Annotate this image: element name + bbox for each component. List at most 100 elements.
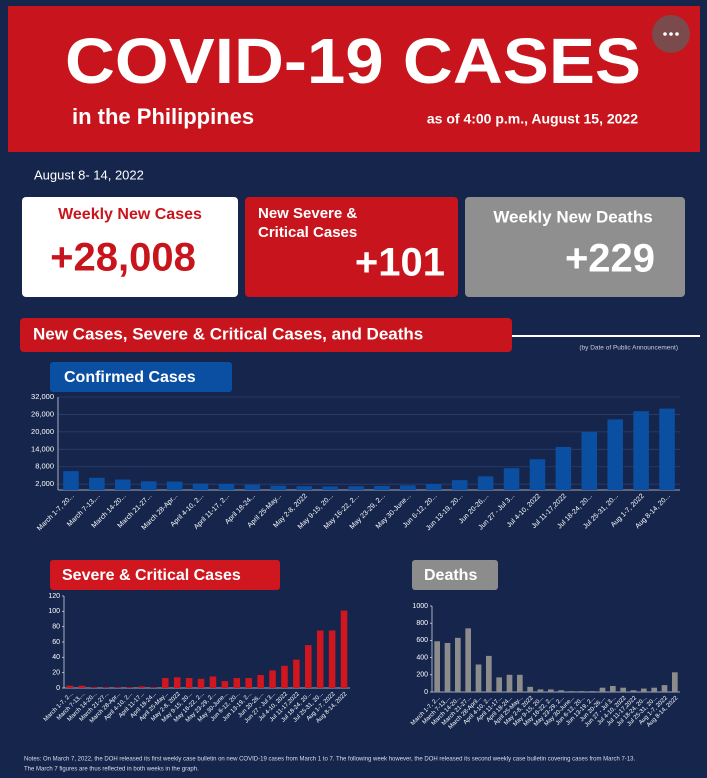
bar [609,685,616,692]
bar [451,480,468,490]
y-tick-label: 800 [416,620,428,627]
bar [640,688,647,692]
bar [244,484,261,490]
bar [270,485,287,490]
bar [197,678,205,688]
y-tick-label: 100 [48,608,60,615]
stat-label: New Severe & Critical Cases [258,205,358,241]
bar [599,687,606,692]
chart-title: Deaths [424,567,477,584]
bar [374,485,390,490]
bar [434,641,441,692]
bar [633,411,649,490]
bar [496,677,503,692]
bar [340,610,348,688]
menu-dot[interactable] [663,32,667,36]
bar [316,630,324,688]
bar [475,664,482,692]
bar [305,645,312,688]
bar [589,691,596,692]
bar [529,459,546,490]
stat-label-box: New Severe & Critical Cases [258,205,358,241]
y-tick-label: 600 [416,637,428,644]
bar [173,677,181,688]
y-tick-label: 400 [416,654,428,661]
y-tick-label: 40 [52,654,60,661]
menu-dot[interactable] [675,32,679,36]
bar [578,691,585,692]
bar [477,476,494,490]
bar [78,685,86,688]
chart-title-box [412,560,498,590]
stat-card [245,197,458,297]
bar [66,685,74,688]
bar [150,687,157,688]
bar [269,670,276,688]
y-tick-label: 200 [416,672,428,679]
bar [659,408,675,490]
bar [400,485,416,490]
bar [296,486,312,490]
stat-label: Weekly New Deaths [493,207,652,226]
y-tick-label: 120 [48,593,60,600]
menu-button[interactable] [652,15,690,53]
stat-value: +28,008 [50,236,196,280]
bar [607,419,623,490]
bar [671,672,678,692]
bar [661,685,668,692]
bar [651,687,658,692]
bar [115,479,131,490]
y-tick-label: 80 [52,624,60,631]
period: August 8- 14, 2022 [34,167,144,182]
header-banner [8,6,700,152]
chart-title: Severe & Critical Cases [62,567,241,584]
bar [281,665,288,688]
bar [506,674,513,692]
bar [218,483,235,490]
bar [221,681,229,688]
stat-label: Weekly New Cases [58,206,202,223]
y-tick-label: 20 [52,670,60,677]
bar [568,691,575,692]
bar [328,630,336,688]
bar [527,686,534,692]
chart-title-box [50,362,232,392]
bar [209,676,217,688]
bar [444,642,451,692]
bar [555,446,572,490]
chart-title-box [50,560,280,590]
section-title: New Cases, Severe & Critical Cases, and … [33,324,423,343]
bar [516,674,523,692]
bar [454,637,461,692]
stat-card [465,197,685,297]
bar [114,687,121,688]
bar [126,687,133,688]
bar [63,471,79,490]
bar [322,486,338,490]
bar [348,486,364,490]
bar [185,678,193,688]
bar [140,481,157,490]
y-tick-label: 0 [424,689,428,696]
bar [233,678,241,688]
bar [162,678,169,688]
section-note: (by Date of Public Announcement) [579,345,678,352]
bar [102,687,109,688]
y-tick-label: 8,000 [35,462,54,471]
menu-dot[interactable] [669,32,673,36]
bar [192,483,209,490]
bar [558,690,565,692]
bar [245,678,252,688]
bar [620,687,627,692]
y-tick-label: 2,000 [35,479,54,488]
y-tick-label: 0 [56,685,60,692]
chart-title: Confirmed Cases [64,369,196,386]
section-banner [20,318,512,352]
bar [90,687,98,688]
stat-value: +101 [355,241,445,285]
y-tick-label: 14,000 [31,444,54,453]
header-subtitle: in the Philippines [72,104,254,129]
bar [257,674,264,688]
stat-card [22,197,238,297]
